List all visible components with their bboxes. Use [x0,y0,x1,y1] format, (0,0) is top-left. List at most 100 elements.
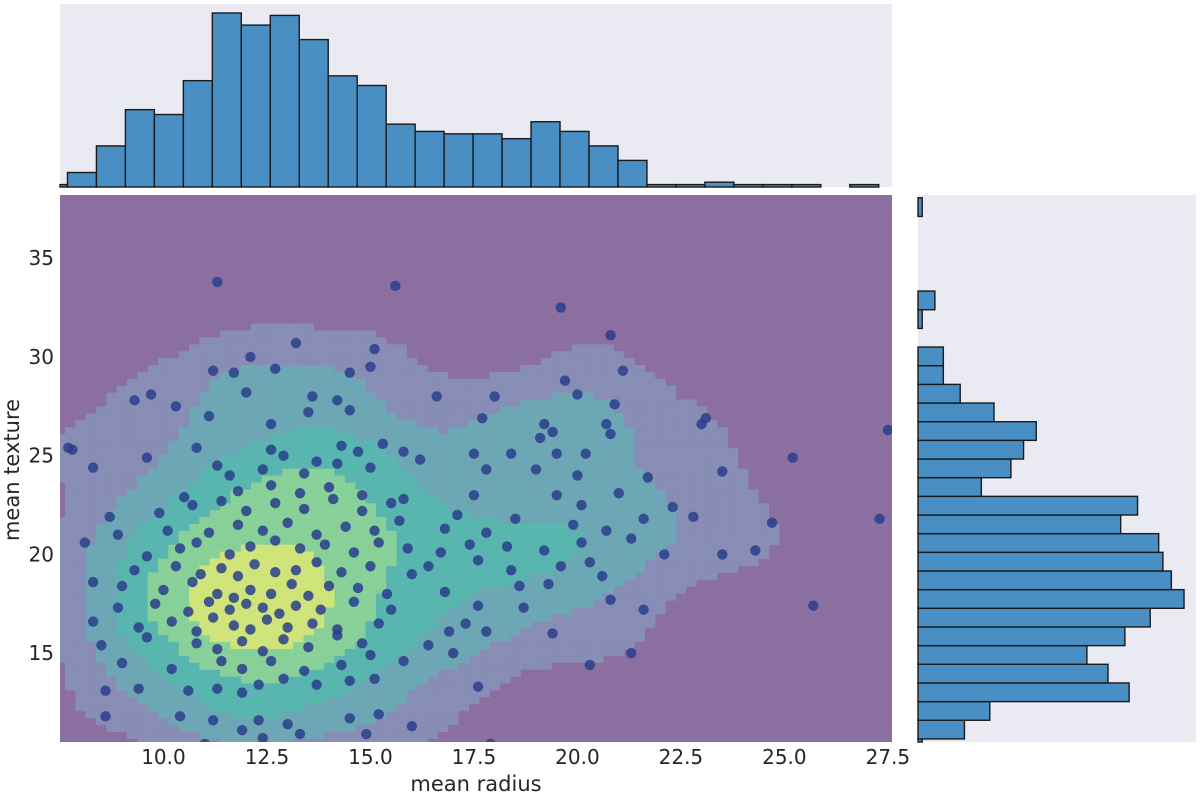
kde-cell [478,606,490,615]
kde-cell [354,724,366,732]
kde-cell [95,503,107,511]
kde-cell [199,392,211,401]
kde-cell [292,717,304,726]
kde-cell [147,731,159,739]
kde-cell [561,641,573,649]
kde-cell [478,634,490,643]
kde-cell [230,717,242,726]
kde-cell [199,385,211,394]
kde-cell [644,572,656,580]
kde-cell [623,420,635,428]
kde-cell [758,523,770,532]
kde-cell [478,648,490,656]
kde-cell [199,710,211,719]
y-hist-bar [917,439,1025,460]
kde-cell [168,703,180,712]
kde-cell [261,399,273,408]
kde-cell [75,510,87,518]
kde-cell [137,489,149,497]
kde-cell [675,510,687,518]
kde-cell [251,330,263,338]
kde-cell [665,482,677,491]
kde-cell [582,613,594,622]
kde-cell [685,413,697,421]
kde-cell [396,662,407,670]
kde-cell [458,634,470,643]
kde-cell [437,662,449,670]
kde-cell [623,606,635,615]
top-marginal-histogram [59,12,880,188]
kde-cell [85,413,97,421]
kde-cell [634,579,645,587]
x-hist-bar [646,183,677,188]
kde-cell [60,606,66,615]
kde-cell [385,724,397,732]
kde-cell [623,365,635,373]
kde-cell [530,371,542,380]
kde-cell [654,441,666,449]
kde-cell [116,461,128,470]
kde-cell [665,413,677,421]
kde-cell [437,461,449,470]
kde-cell [396,696,407,705]
kde-cell [489,378,501,387]
kde-cell [634,634,645,643]
kde-cell [116,537,128,546]
kde-cell [137,724,149,732]
kde-cell [209,358,221,366]
kde-cell [468,510,480,518]
kde-cell [447,385,459,394]
kde-cell [385,351,397,359]
kde-cell [458,413,470,421]
kde-cell [137,378,149,387]
kde-cell [520,385,532,394]
kde-cell [313,392,325,401]
kde-cell [375,724,387,732]
kde-cell [178,406,190,415]
kde-cell [106,572,118,580]
kde-cell [126,662,138,670]
kde-cell [344,703,356,712]
kde-cell [199,371,211,380]
kde-cell [64,523,76,532]
kde-cell [251,378,263,387]
kde-cell [126,710,138,719]
kde-cell [147,738,159,742]
kde-cell [323,731,335,739]
kde-cell [592,365,604,373]
kde-cell [437,724,449,732]
x-hist-bar [211,12,243,188]
kde-cell [654,454,666,463]
kde-cell [520,662,532,670]
kde-cell [137,447,149,456]
kde-cell [458,606,470,615]
kde-cell [313,738,325,742]
kde-cell [675,413,687,421]
kde-cell [209,371,221,380]
kde-cell [282,378,294,387]
kde-cell [60,523,66,532]
kde-cell [158,454,169,463]
kde-cell [509,378,521,387]
kde-cell [499,676,511,684]
kde-cell [478,475,490,484]
kde-cell [416,406,428,415]
kde-cell [696,572,708,580]
kde-cell [706,544,718,553]
kde-cell [220,358,232,366]
kde-cell [427,662,439,670]
kde-cell [727,551,739,560]
kde-cell [137,703,149,712]
kde-cell [396,682,407,691]
kde-cell [354,392,366,401]
kde-cell [137,738,149,742]
kde-cell [696,503,708,511]
kde-cell [323,420,335,428]
kde-cell [427,468,439,477]
kde-cell [447,662,459,670]
kde-cell [230,378,242,387]
kde-cell [302,420,314,428]
kde-cell [727,447,739,456]
kde-cell [499,648,511,656]
kde-cell [106,413,118,421]
